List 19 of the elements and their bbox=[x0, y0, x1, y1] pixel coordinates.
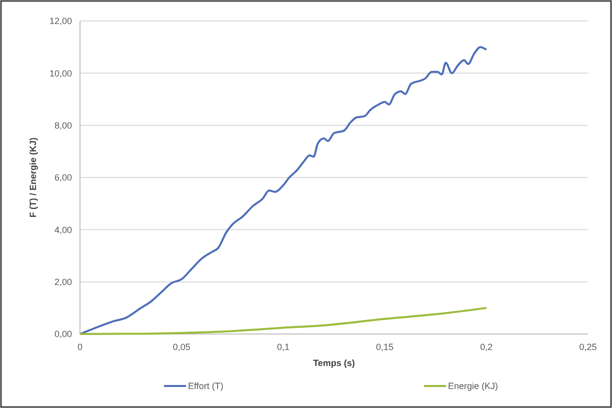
x-tick-label: 0 bbox=[77, 342, 83, 352]
y-tick-label: 12,00 bbox=[49, 16, 72, 26]
legend-label: Effort (T) bbox=[188, 381, 224, 392]
y-tick-label: 4,00 bbox=[54, 224, 72, 235]
x-tick-label: 0,1 bbox=[276, 342, 290, 352]
x-tick-label: 0,2 bbox=[480, 342, 493, 352]
line-series bbox=[79, 46, 488, 335]
x-tick-label: 0,15 bbox=[376, 342, 394, 352]
x-axis-title: Temps (s) bbox=[313, 358, 355, 368]
y-tick-label: 10,00 bbox=[49, 68, 72, 78]
y-tick-label: 0,00 bbox=[54, 329, 72, 340]
y-tick-label: 2,00 bbox=[54, 276, 72, 287]
legend-label: Energie (KJ) bbox=[448, 381, 498, 392]
line-series bbox=[79, 306, 488, 335]
y-tick-label: 8,00 bbox=[54, 120, 72, 130]
x-tick-label: 0,25 bbox=[579, 342, 597, 352]
x-tick-label: 0,05 bbox=[172, 342, 190, 352]
y-tick-label: 6,00 bbox=[54, 172, 72, 183]
y-axis-title: F (T) / Energie (KJ) bbox=[28, 137, 38, 218]
